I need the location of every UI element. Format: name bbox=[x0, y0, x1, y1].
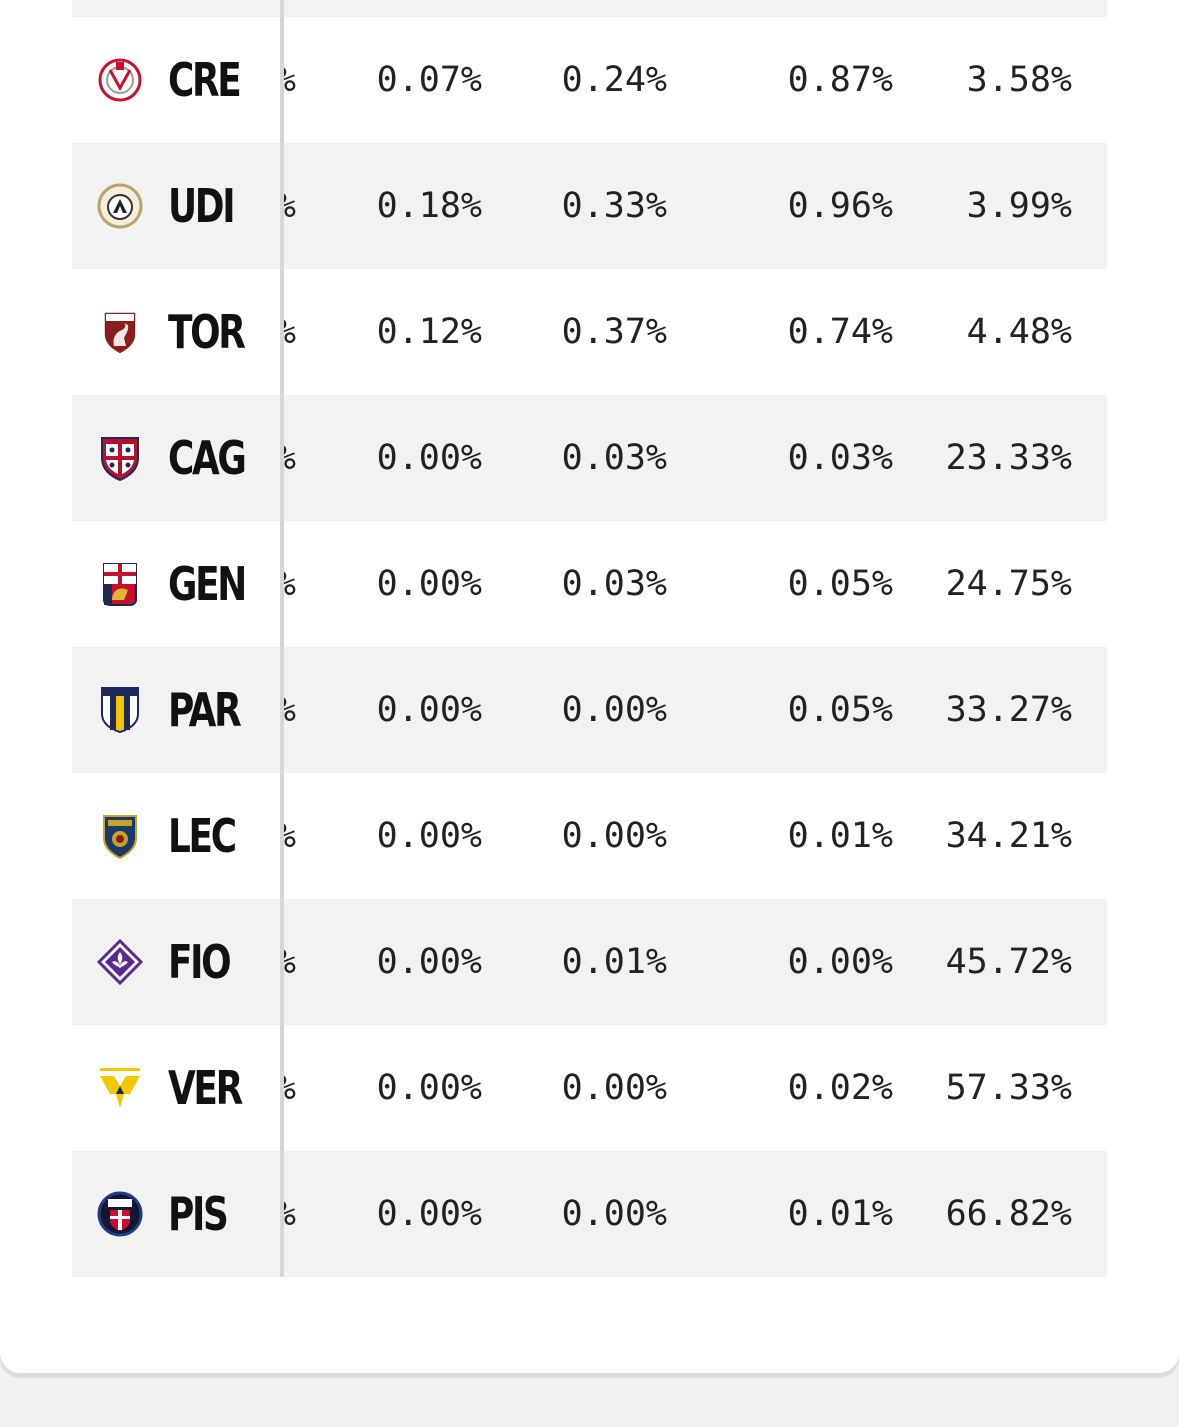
value-cell: 0.37% bbox=[561, 312, 667, 352]
team-cell[interactable]: GEN bbox=[72, 521, 284, 647]
team-abbreviation: UDI bbox=[168, 179, 236, 233]
team-cell[interactable]: FIO bbox=[72, 899, 284, 1025]
team-abbreviation: VER bbox=[168, 1061, 243, 1115]
lecce-crest-icon bbox=[103, 815, 137, 860]
value-cell: 0.00% bbox=[376, 564, 482, 604]
value-cell: 0.00% bbox=[561, 1068, 667, 1108]
table-row[interactable]: PAR % 0.00% 0.00% 0.05% 33.27% bbox=[72, 647, 1107, 773]
value-cell: 0.87% bbox=[787, 60, 893, 100]
clipped-cell: % bbox=[284, 17, 296, 143]
table-row[interactable]: UDI % 0.18% 0.33% 0.96% 3.99% bbox=[72, 143, 1107, 269]
value-cell: 0.05% bbox=[787, 690, 893, 730]
team-abbreviation: CAG bbox=[168, 431, 247, 485]
value-cell: 0.00% bbox=[376, 1068, 482, 1108]
cremonese-crest-icon bbox=[98, 58, 142, 102]
table-row[interactable]: GEN % 0.00% 0.03% 0.05% 24.75% bbox=[72, 521, 1107, 647]
value-cell: 0.01% bbox=[787, 1194, 893, 1234]
value-cell: 3.58% bbox=[966, 60, 1072, 100]
team-abbreviation: LEC bbox=[168, 809, 237, 863]
table-row[interactable]: LEC % 0.00% 0.00% 0.01% 34.21% bbox=[72, 773, 1107, 899]
value-cell: 4.48% bbox=[966, 312, 1072, 352]
value-cell: 0.18% bbox=[376, 186, 482, 226]
value-cell: 0.00% bbox=[376, 1194, 482, 1234]
value-cell: 3.99% bbox=[966, 186, 1072, 226]
value-cell: 24.75% bbox=[945, 564, 1072, 604]
value-cell: 0.96% bbox=[787, 186, 893, 226]
clipped-cell: % bbox=[284, 1025, 296, 1151]
value-cell: 0.00% bbox=[376, 816, 482, 856]
value-cell: 57.33% bbox=[945, 1068, 1072, 1108]
value-cell: 0.74% bbox=[787, 312, 893, 352]
team-abbreviation: PAR bbox=[168, 683, 242, 737]
genoa-crest-icon bbox=[103, 563, 137, 606]
team-cell[interactable]: PIS bbox=[72, 1151, 284, 1277]
team-abbreviation: FIO bbox=[168, 935, 232, 989]
parma-crest-icon bbox=[101, 687, 139, 734]
value-cell: 66.82% bbox=[945, 1194, 1072, 1234]
value-cell: 23.33% bbox=[945, 438, 1072, 478]
torino-crest-icon bbox=[103, 311, 137, 355]
value-cell: 0.00% bbox=[787, 942, 893, 982]
value-cell: 0.24% bbox=[561, 60, 667, 100]
probability-table-card: CRE % 0.07% 0.24% 0.87% 3.58% UDI % 0.18… bbox=[0, 0, 1179, 1373]
value-cell: 0.01% bbox=[561, 942, 667, 982]
fiorentina-crest-icon bbox=[96, 938, 144, 986]
clipped-cell: % bbox=[284, 1151, 296, 1277]
value-cell: 0.00% bbox=[376, 942, 482, 982]
clipped-cell: % bbox=[284, 773, 296, 899]
value-cell: 0.33% bbox=[561, 186, 667, 226]
value-cell: 0.02% bbox=[787, 1068, 893, 1108]
udinese-crest-icon bbox=[97, 183, 143, 229]
team-cell[interactable]: TOR bbox=[72, 269, 284, 395]
value-cell: 0.00% bbox=[561, 816, 667, 856]
team-abbreviation: GEN bbox=[168, 557, 247, 611]
team-abbreviation: CRE bbox=[168, 53, 242, 107]
clipped-cell: % bbox=[284, 899, 296, 1025]
team-cell[interactable]: CRE bbox=[72, 17, 284, 143]
value-cell: 0.03% bbox=[561, 564, 667, 604]
verona-crest-icon bbox=[100, 1068, 140, 1108]
table-row[interactable]: VER % 0.00% 0.00% 0.02% 57.33% bbox=[72, 1025, 1107, 1151]
value-cell: 33.27% bbox=[945, 690, 1072, 730]
value-cell: 0.00% bbox=[376, 690, 482, 730]
clipped-cell: % bbox=[284, 521, 296, 647]
team-cell[interactable]: UDI bbox=[72, 143, 284, 269]
team-cell[interactable]: VER bbox=[72, 1025, 284, 1151]
table-row[interactable]: PIS % 0.00% 0.00% 0.01% 66.82% bbox=[72, 1151, 1107, 1277]
table-row[interactable]: CRE % 0.07% 0.24% 0.87% 3.58% bbox=[72, 17, 1107, 143]
value-cell: 0.12% bbox=[376, 312, 482, 352]
team-abbreviation: PIS bbox=[168, 1187, 229, 1241]
sticky-column-divider bbox=[280, 0, 284, 17]
table-row[interactable]: CAG % 0.00% 0.03% 0.03% 23.33% bbox=[72, 395, 1107, 521]
team-cell[interactable]: LEC bbox=[72, 773, 284, 899]
clipped-cell: % bbox=[284, 143, 296, 269]
value-cell: 0.03% bbox=[561, 438, 667, 478]
previous-row-edge bbox=[72, 0, 1107, 17]
team-abbreviation: TOR bbox=[168, 305, 246, 359]
clipped-cell: % bbox=[284, 395, 296, 521]
value-cell: 0.01% bbox=[787, 816, 893, 856]
table-row[interactable]: FIO % 0.00% 0.01% 0.00% 45.72% bbox=[72, 899, 1107, 1025]
value-cell: 34.21% bbox=[945, 816, 1072, 856]
value-cell: 0.05% bbox=[787, 564, 893, 604]
table-row[interactable]: TOR % 0.12% 0.37% 0.74% 4.48% bbox=[72, 269, 1107, 395]
clipped-cell: % bbox=[284, 269, 296, 395]
value-cell: 0.00% bbox=[561, 690, 667, 730]
cagliari-crest-icon bbox=[101, 437, 139, 482]
value-cell: 0.03% bbox=[787, 438, 893, 478]
value-cell: 0.07% bbox=[376, 60, 482, 100]
value-cell: 45.72% bbox=[945, 942, 1072, 982]
pisa-crest-icon bbox=[97, 1191, 143, 1237]
value-cell: 0.00% bbox=[561, 1194, 667, 1234]
team-cell[interactable]: CAG bbox=[72, 395, 284, 521]
team-cell[interactable]: PAR bbox=[72, 647, 284, 773]
clipped-cell: % bbox=[284, 647, 296, 773]
value-cell: 0.00% bbox=[376, 438, 482, 478]
